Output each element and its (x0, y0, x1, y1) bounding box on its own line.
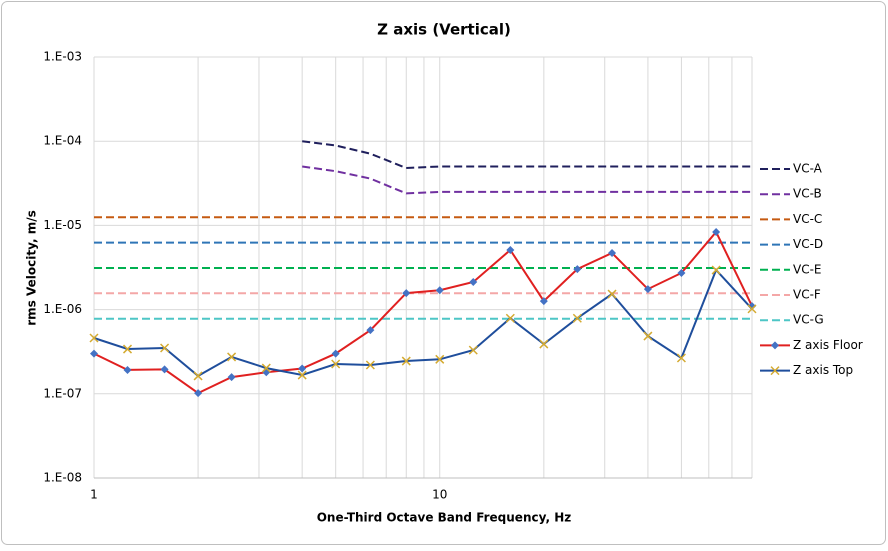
marker (298, 364, 307, 373)
marker (539, 339, 549, 349)
marker (468, 345, 478, 355)
marker (297, 370, 307, 380)
marker (643, 285, 652, 294)
marker (366, 326, 375, 335)
marker (401, 356, 411, 366)
marker (677, 269, 686, 278)
legend-label: Z axis Top (793, 363, 853, 377)
marker (469, 277, 478, 286)
marker (227, 352, 237, 362)
marker (712, 227, 721, 236)
marker (607, 289, 617, 299)
series-line (302, 165, 752, 195)
marker (402, 289, 411, 298)
marker (90, 349, 98, 358)
legend-marker (770, 366, 780, 376)
legend-label: VC-E (793, 262, 822, 276)
marker (506, 246, 515, 255)
legend-marker (771, 341, 779, 350)
marker (331, 349, 340, 358)
marker (194, 389, 203, 398)
legend-label: Z axis Floor (793, 338, 863, 352)
marker (122, 344, 133, 354)
y-tick-label: 1.E-03 (43, 50, 82, 64)
legend-label: VC-A (793, 162, 823, 176)
marker (747, 304, 757, 314)
legend-label: VC-G (793, 313, 824, 327)
marker (643, 331, 653, 341)
legend-label: VC-B (793, 187, 822, 201)
y-tick-label: 1.E-08 (43, 471, 82, 485)
y-tick-label: 1.E-05 (43, 218, 82, 232)
marker (365, 360, 375, 370)
marker (539, 297, 548, 306)
legend-label: VC-C (793, 212, 822, 226)
series-line (93, 268, 753, 378)
y-tick-label: 1.E-04 (43, 134, 82, 148)
marker (435, 286, 444, 295)
x-tick-label: 10 (432, 488, 447, 502)
marker (123, 365, 132, 374)
chart-title: Z axis (Vertical) (377, 21, 511, 39)
marker (435, 354, 445, 364)
x-axis-label: One-Third Octave Band Frequency, Hz (317, 511, 572, 525)
legend-label: VC-D (793, 237, 823, 251)
marker (573, 265, 582, 274)
y-tick-label: 1.E-07 (43, 386, 82, 400)
marker (676, 353, 686, 363)
marker (160, 343, 170, 353)
marker (227, 373, 236, 382)
y-axis-label: rms Velocity, m/s (25, 210, 39, 326)
marker (160, 365, 169, 374)
marker (572, 313, 582, 323)
marker (608, 249, 617, 258)
marker (193, 371, 203, 381)
x-tick-label: 1 (90, 488, 98, 502)
marker (331, 359, 341, 369)
legend-label: VC-F (793, 288, 821, 302)
series-line (93, 230, 753, 395)
marker (261, 363, 271, 373)
y-tick-label: 1.E-06 (43, 302, 82, 316)
series-line (302, 140, 752, 170)
marker (505, 313, 515, 323)
marker (711, 265, 721, 275)
marker (89, 333, 99, 343)
